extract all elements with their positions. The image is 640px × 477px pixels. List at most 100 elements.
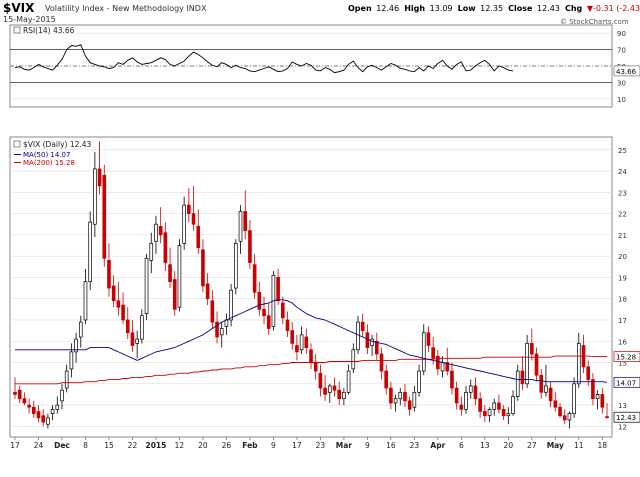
x-tick-label: 18: [598, 441, 608, 450]
candle-body: [501, 408, 506, 417]
candle-body: [539, 374, 544, 393]
candle-body: [182, 204, 186, 244]
candle-body: [50, 408, 55, 414]
candle-body: [219, 328, 224, 336]
price-tick-label: 23: [618, 189, 627, 197]
candle-body: [177, 245, 182, 308]
candle-body: [572, 383, 576, 414]
candle-body: [450, 370, 454, 389]
rsi-legend: RSI(14) 43.66: [23, 26, 75, 35]
symbol: $VIX: [3, 1, 35, 15]
candle-body: [41, 415, 45, 423]
rsi-tick-label: 10: [617, 96, 626, 104]
candle-body: [548, 387, 553, 402]
candle-body: [83, 281, 88, 321]
price-tick-label: 19: [618, 274, 627, 282]
x-tick-label: May: [547, 441, 564, 450]
rsi-line: [14, 44, 514, 74]
candle-body: [78, 321, 83, 338]
high-label: High: [404, 4, 426, 13]
candle-body: [88, 221, 92, 283]
candle-body: [262, 308, 266, 317]
quote-date: 15-May-2015: [3, 15, 56, 24]
candle-body: [224, 319, 229, 327]
x-tick-label: 2015: [146, 441, 167, 450]
price-tick-label: 15: [618, 360, 627, 368]
x-tick-label: 12: [175, 441, 185, 450]
candle-body: [483, 411, 487, 417]
candle-body: [379, 353, 384, 372]
candle-body: [473, 385, 478, 400]
price-tick-label: 13: [618, 402, 627, 410]
candle-body: [243, 211, 248, 231]
x-tick-label: 20: [504, 441, 514, 450]
rsi-last-value: 43.66: [616, 68, 637, 76]
price-tick-label: 24: [618, 168, 627, 176]
x-axis: 17 24 Dec 8 15 22 2015 12 20 26 Feb 9 17 23 Mar 9 16 23 Ap…: [10, 437, 607, 450]
chg-label: Chg: [564, 4, 583, 13]
candle-body: [454, 387, 459, 404]
candle-body: [417, 370, 421, 393]
high-value: 13.09: [429, 4, 453, 13]
x-tick-label: 27: [527, 441, 537, 450]
rsi-tick-label: 70: [617, 47, 626, 55]
candle-body: [342, 391, 346, 400]
candle-body: [525, 343, 529, 385]
rsi-last-value-box: [613, 65, 640, 77]
candle-body: [116, 300, 121, 308]
candle-body: [196, 226, 201, 248]
candle-body: [135, 338, 139, 344]
candle-body: [553, 400, 558, 408]
candle-body: [295, 345, 299, 353]
x-tick-label: 6: [459, 441, 464, 450]
price-tick-label: 20: [618, 253, 627, 261]
candle-body: [187, 204, 191, 214]
candle-body: [304, 336, 309, 348]
candle-body: [356, 321, 360, 351]
price-tick-label: 17: [618, 317, 627, 325]
candle-body: [121, 304, 125, 321]
candle-body: [511, 396, 515, 414]
candle-body: [374, 340, 379, 355]
quote-summary: Open 12.46 High 13.09 Low 12.35 Close 12…: [348, 4, 640, 13]
ma200-last-label-box: [613, 351, 640, 362]
candle-body: [313, 362, 318, 372]
candle-body: [337, 389, 341, 400]
candle-body: [22, 398, 27, 404]
series-legend-label: MA(50) 14.07: [23, 151, 70, 159]
candle-body: [64, 370, 69, 389]
x-tick-label: 9: [365, 441, 370, 450]
candle-body: [346, 370, 351, 393]
down-arrow-icon: ▼: [586, 4, 593, 13]
x-tick-label: 22: [128, 441, 138, 450]
candle-body: [426, 332, 431, 346]
ma50-last-label: 14.07: [616, 379, 636, 387]
candle-body: [290, 330, 295, 344]
candle-body: [558, 406, 562, 417]
x-tick-label: 24: [34, 441, 44, 450]
x-tick-label: 17: [10, 441, 20, 450]
open-label: Open: [348, 4, 372, 13]
x-tick-label: 9: [271, 441, 276, 450]
candle-body: [102, 174, 107, 259]
candle-body: [252, 264, 257, 293]
candle-body: [154, 223, 158, 242]
candle-body: [238, 211, 243, 242]
candle-body: [69, 351, 74, 370]
candle-body: [229, 289, 233, 321]
candle-body: [567, 413, 572, 421]
close-value: 12.43: [536, 4, 560, 13]
close-last-label: 12.43: [616, 414, 636, 422]
candle-body: [140, 315, 144, 340]
x-tick-label: 15: [104, 441, 114, 450]
candle-body: [332, 385, 337, 391]
candle-body: [393, 398, 398, 404]
candle-body: [487, 408, 492, 417]
x-tick-label: 16: [386, 441, 396, 450]
candle-body: [577, 343, 581, 385]
candle-body: [327, 385, 332, 393]
candle-body: [111, 285, 116, 302]
candle-body: [210, 300, 215, 323]
candle-body: [281, 302, 285, 319]
rsi-tick-label: 90: [617, 30, 626, 38]
